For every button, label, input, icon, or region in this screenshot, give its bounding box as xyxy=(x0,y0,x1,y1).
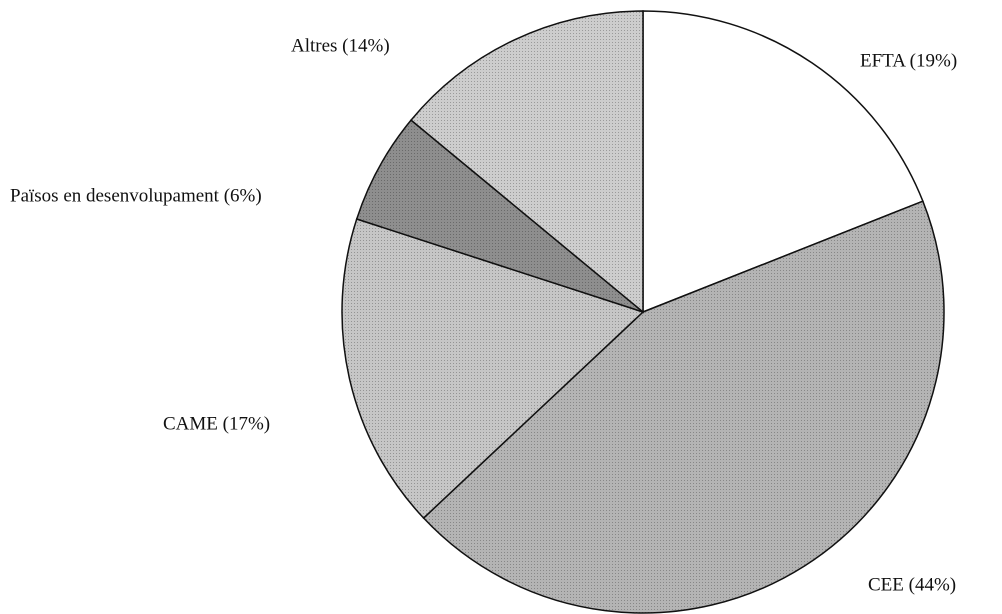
pie-slice xyxy=(642,10,924,314)
slice-label: Països en desenvolupament (6%) xyxy=(10,185,262,206)
slice-label: EFTA (19%) xyxy=(860,50,957,71)
slice-texture xyxy=(423,201,944,613)
slice-texture xyxy=(411,11,643,312)
slice-texture xyxy=(342,218,643,519)
slice-texture xyxy=(356,120,643,312)
slice-label: Altres (14%) xyxy=(291,35,390,56)
slice-label: CEE (44%) xyxy=(868,574,956,595)
slice-label: CAME (17%) xyxy=(163,413,270,434)
